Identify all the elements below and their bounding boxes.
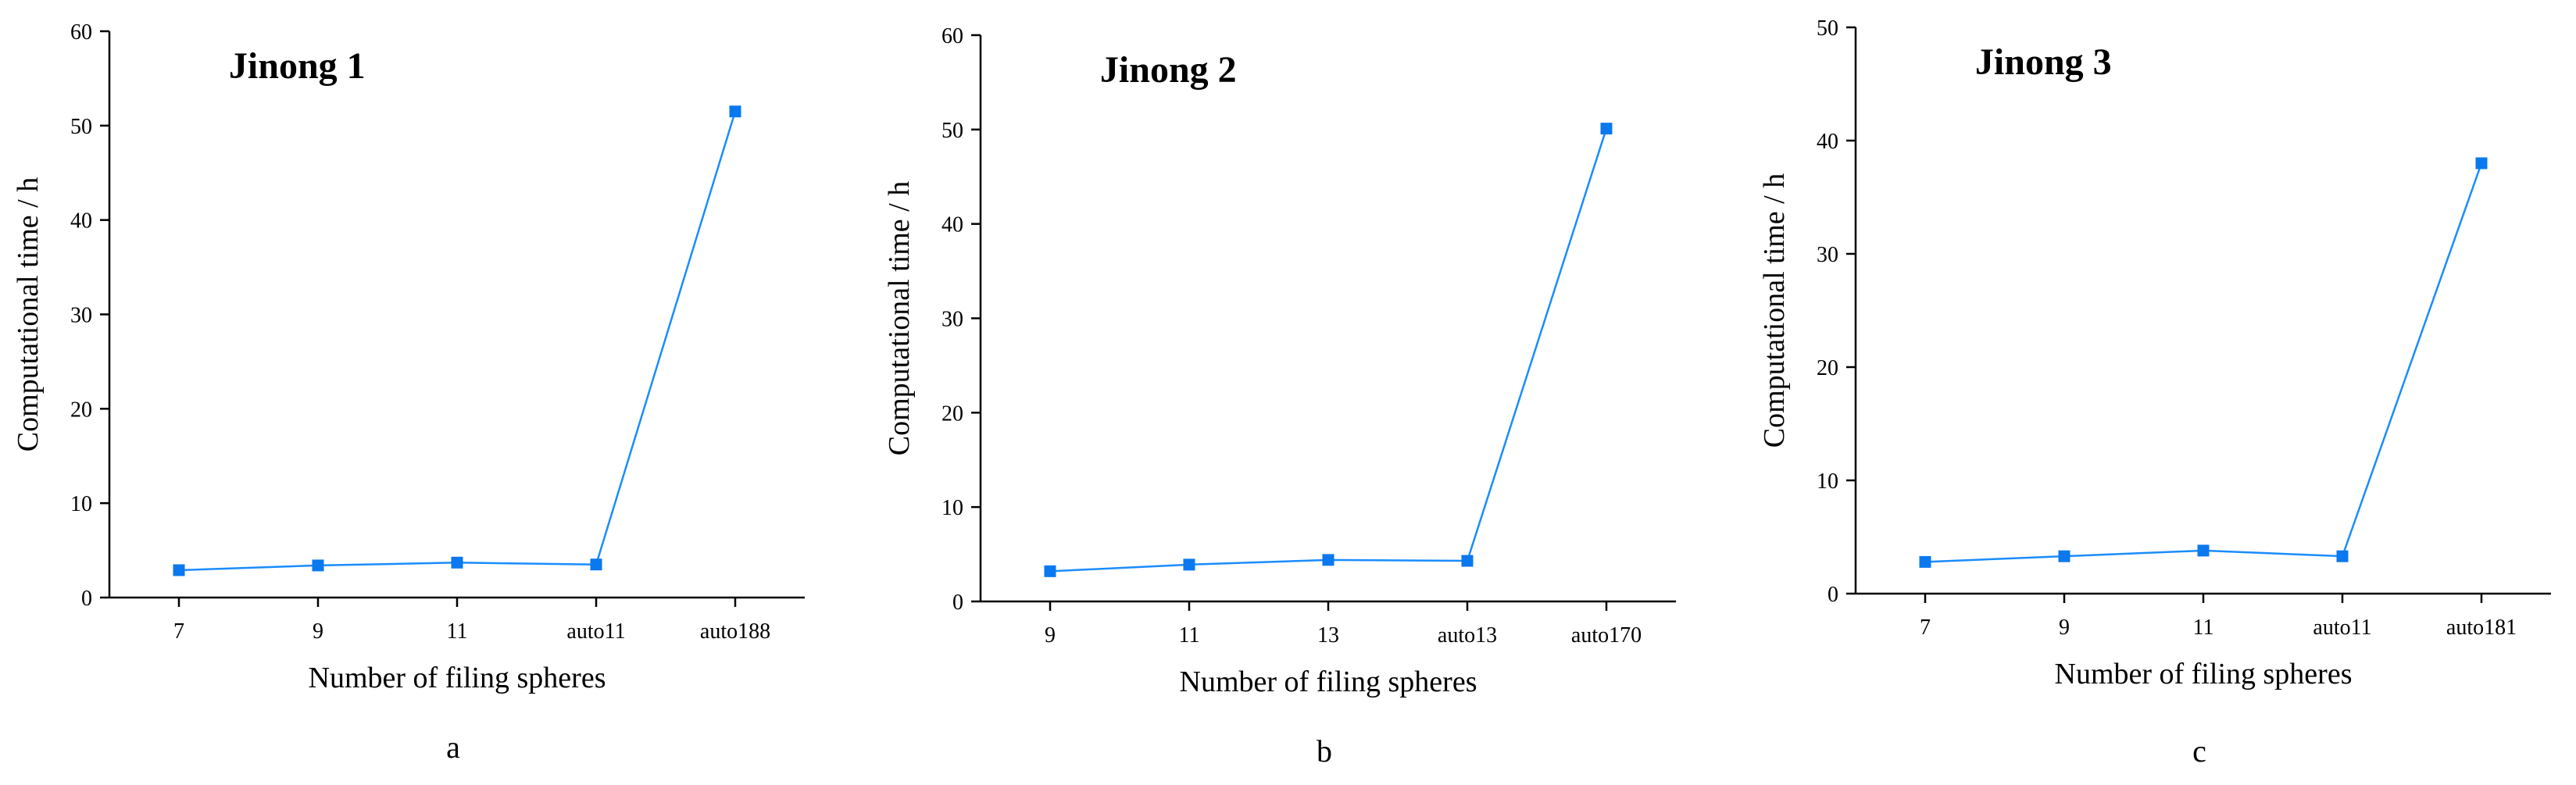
x-tick-label: 9: [1045, 623, 1056, 648]
x-tick-label: 9: [313, 619, 323, 644]
data-point-auto170: [1600, 123, 1613, 135]
panel-label: c: [2192, 733, 2206, 769]
y-tick-label: 20: [941, 401, 963, 426]
chart-title: Jinong 3: [1975, 41, 2112, 83]
data-point-7: [1919, 555, 1931, 568]
data-point-auto11: [590, 558, 602, 571]
y-axis-label: Computational time / h: [883, 181, 916, 455]
series-line: [178, 111, 737, 572]
y-tick-label: 50: [1817, 16, 1838, 41]
y-tick-label: 30: [941, 308, 963, 332]
chart-panel-c: 0 10 20 30 40 50 7 9 11 auto11 auto181 Jinong 3 Numb…: [1758, 16, 2551, 769]
y-tick-label: 50: [941, 119, 963, 143]
x-tick-label: 13: [1317, 623, 1339, 648]
data-point-auto13: [1461, 555, 1474, 567]
x-tick-label: 11: [2193, 616, 2214, 640]
x-tick-label: 11: [1179, 623, 1200, 648]
x-axis-label: Number of filing spheres: [2055, 658, 2353, 690]
y-tick-label: 10: [941, 496, 963, 520]
x-tick-label: auto11: [2313, 616, 2371, 640]
y-tick-label: 10: [1817, 469, 1838, 494]
y-axis-label: Computational time / h: [12, 177, 45, 451]
y-tick-label: 50: [70, 115, 92, 139]
data-point-11: [451, 556, 463, 569]
x-tick-label: 11: [447, 619, 468, 644]
data-point-auto188: [729, 105, 741, 118]
x-tick-label: 7: [173, 619, 184, 644]
data-point-7: [173, 564, 185, 576]
y-tick-label: 0: [952, 591, 963, 615]
y-tick-label: 20: [70, 398, 92, 422]
data-point-11: [1183, 558, 1195, 571]
chart-title: Jinong 1: [229, 45, 366, 87]
data-point-11: [2197, 544, 2210, 557]
y-tick-label: 60: [941, 24, 963, 48]
x-tick-label: auto11: [566, 619, 625, 644]
panel-label: b: [1317, 733, 1332, 769]
y-tick-label: 30: [70, 304, 92, 328]
y-tick-label: 60: [70, 20, 92, 45]
y-tick-label: 20: [1817, 356, 1838, 380]
x-tick-label: 7: [1920, 616, 1931, 640]
y-axis-label: Computational time / h: [1758, 173, 1791, 448]
y-tick-label: 40: [1817, 130, 1838, 154]
data-point-9: [2058, 550, 2070, 562]
series-line: [1924, 162, 2483, 563]
x-tick-label: auto181: [2446, 616, 2517, 640]
x-tick-label: 9: [2059, 616, 2070, 640]
panel-label: a: [446, 730, 460, 765]
y-tick-label: 10: [70, 492, 92, 516]
data-point-9: [312, 559, 324, 572]
y-tick-label: 40: [941, 213, 963, 237]
data-point-auto181: [2475, 157, 2488, 169]
chart-panel-a: 0 10 20 30 40 50 60 7 9 11 auto11 auto188 Jinong 1 Nu…: [12, 20, 805, 765]
x-tick-label: auto188: [700, 619, 770, 644]
x-axis-label: Number of filing spheres: [1180, 665, 1477, 698]
x-tick-label: auto170: [1571, 623, 1642, 648]
y-tick-label: 40: [70, 209, 92, 234]
y-tick-label: 0: [81, 587, 92, 611]
data-point-auto11: [2336, 550, 2349, 562]
y-tick-label: 0: [1827, 583, 1838, 607]
data-point-9: [1044, 565, 1056, 577]
y-tick-label: 30: [1817, 243, 1838, 267]
chart-title: Jinong 2: [1100, 49, 1237, 91]
series-line: [1049, 128, 1608, 573]
x-axis-label: Number of filing spheres: [309, 662, 606, 694]
chart-panel-b: 0 10 20 30 40 50 60 9 11 13 auto13 auto170 Jinong 2 N…: [883, 24, 1676, 769]
data-point-13: [1322, 554, 1334, 566]
x-tick-label: auto13: [1438, 623, 1497, 648]
